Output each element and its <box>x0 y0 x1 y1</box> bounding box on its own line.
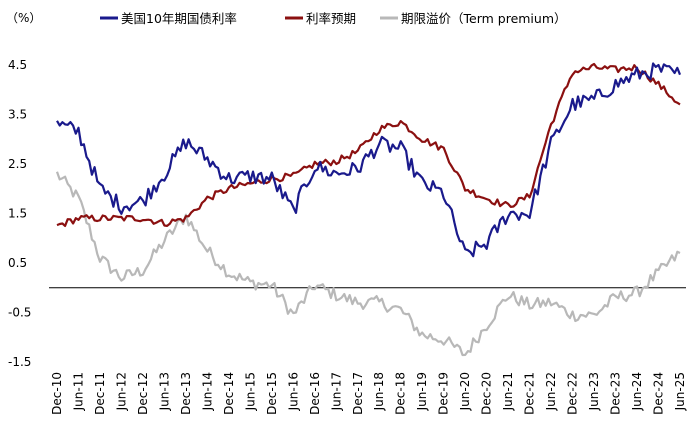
x-tick-label: Jun-11 <box>71 372 85 411</box>
y-tick-label: -1.5 <box>8 355 31 369</box>
x-tick-label: Dec-22 <box>566 372 580 415</box>
x-tick-label: Dec-19 <box>437 372 451 415</box>
x-tick-label: Dec-23 <box>609 372 623 415</box>
series-line-0 <box>56 62 682 258</box>
x-tick-label: Dec-20 <box>480 372 494 415</box>
x-tick-label: Dec-13 <box>179 372 193 415</box>
x-tick-label: Jun-18 <box>372 372 386 411</box>
legend: 美国10年期国债利率 利率预期 期限溢价（Term premium） <box>100 11 567 26</box>
x-tick-label: Jun-16 <box>286 372 300 411</box>
x-tick-label: Dec-11 <box>93 372 107 415</box>
x-tick-label: Jun-13 <box>157 372 171 411</box>
y-tick-label: 2.5 <box>8 157 27 171</box>
x-tick-label: Jun-21 <box>501 372 515 411</box>
y-tick-label: 1.5 <box>8 206 27 220</box>
x-tick-label: Dec-14 <box>222 372 236 415</box>
y-axis-ticks: 4.5 3.5 2.5 1.5 0.5 -0.5 -1.5 <box>8 58 31 369</box>
y-tick-label: 0.5 <box>8 256 27 270</box>
x-tick-label: Jun-20 <box>458 372 472 411</box>
x-tick-label: Dec-21 <box>523 372 537 415</box>
x-tick-label: Jun-23 <box>587 372 601 411</box>
x-tick-label: Dec-10 <box>50 372 64 415</box>
x-tick-label: Dec-17 <box>351 372 365 415</box>
y-tick-label: 3.5 <box>8 107 27 121</box>
legend-label-term-premium: 期限溢价（Term premium） <box>401 11 567 26</box>
series-line-2 <box>55 171 681 357</box>
legend-label-us10y: 美国10年期国债利率 <box>121 11 237 26</box>
x-tick-label: Dec-16 <box>308 372 322 415</box>
x-tick-label: Jun-19 <box>415 372 429 411</box>
x-tick-label: Dec-18 <box>394 372 408 415</box>
x-tick-label: Jun-22 <box>544 372 558 411</box>
x-tick-label: Dec-15 <box>265 372 279 415</box>
legend-label-rate-expectation: 利率预期 <box>306 11 356 26</box>
x-tick-label: Dec-12 <box>136 372 150 415</box>
x-tick-label: Dec-24 <box>652 372 666 415</box>
x-axis-ticks: Dec-10 Jun-11 Dec-11 Jun-12 Dec-12 Jun-13 Dec-… <box>50 372 687 415</box>
x-tick-label: Jun-14 <box>200 372 214 411</box>
series-lines <box>55 62 682 357</box>
x-tick-label: Jun-15 <box>243 372 257 411</box>
series-line-1 <box>56 62 681 227</box>
y-axis-unit-label: （%） <box>6 11 41 25</box>
y-tick-label: 4.5 <box>8 58 27 72</box>
x-tick-label: Jun-25 <box>673 372 687 411</box>
x-tick-label: Jun-12 <box>114 372 128 411</box>
x-tick-label: Jun-17 <box>329 372 343 411</box>
y-tick-label: -0.5 <box>8 305 31 319</box>
x-tick-label: Jun-24 <box>630 372 644 411</box>
